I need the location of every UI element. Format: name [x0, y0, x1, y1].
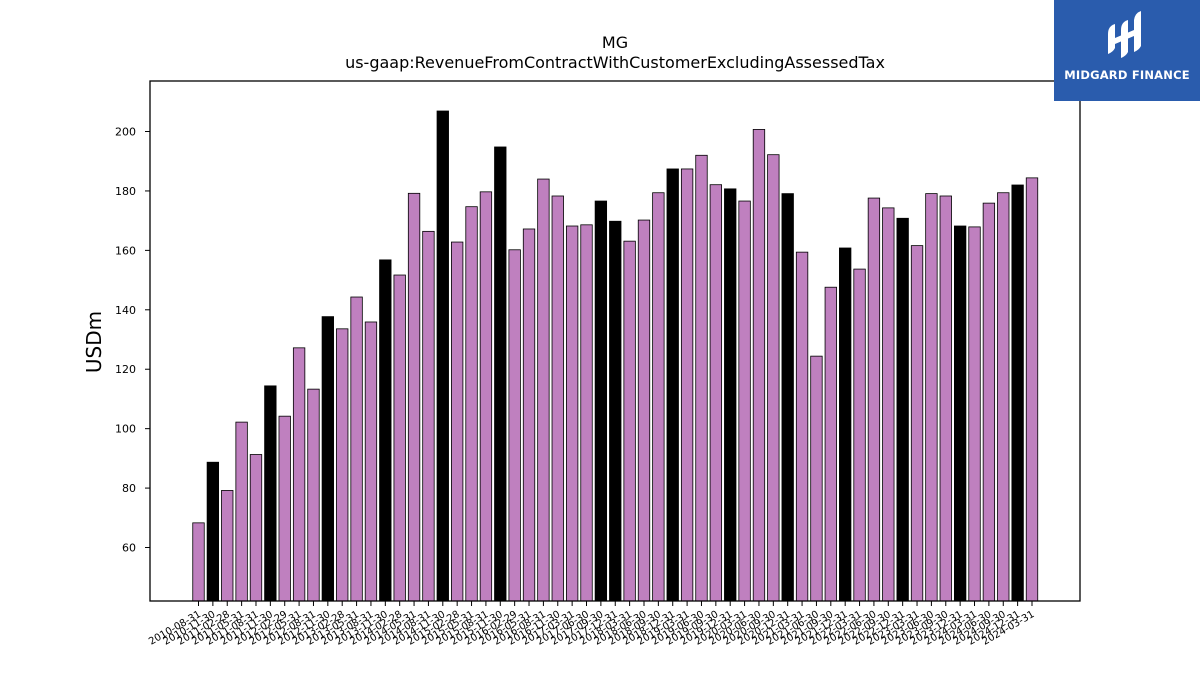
bar-2023-03-31 [910, 245, 924, 602]
bar-2017-06-30 [580, 224, 593, 602]
bar-2025-03-31 [1025, 177, 1039, 602]
bar-2013-05-31 [350, 296, 363, 602]
bar-2020-03-31 [738, 200, 751, 602]
bar-2024-09-30 [997, 192, 1010, 602]
bar-2016-02-29 [508, 249, 521, 602]
bar-2024-03-31 [968, 226, 981, 602]
y-tick-label-100: 100 [115, 423, 136, 436]
midgard-logo-icon [1108, 11, 1141, 58]
y-tick-label-60: 60 [122, 542, 136, 555]
bar-2018-03-31 [623, 240, 636, 602]
midgard-finance-logo: MIDGARD FINANCE [1054, 0, 1200, 101]
bar-2020-12-31 [781, 193, 794, 602]
y-tick-label-120: 120 [115, 363, 136, 376]
bar-2019-03-31 [680, 168, 694, 602]
y-axis: 60 80 100 120 140 160 180 200 [115, 126, 150, 555]
bar-2021-12-31 [839, 247, 852, 602]
x-axis: 2010-08-312010-11-302011-02-282011-05-31… [147, 601, 1037, 648]
bar-2011-05-31 [235, 421, 248, 602]
bar-2011-08-31 [249, 454, 263, 602]
chart-title: MG [602, 33, 628, 52]
bar-2021-09-30 [824, 286, 837, 602]
bar-2018-09-30 [652, 192, 665, 602]
bar-2013-11-30 [379, 259, 392, 602]
y-tick-label-80: 80 [122, 482, 136, 495]
y-tick-label-180: 180 [115, 185, 136, 198]
bar-2021-06-30 [810, 355, 823, 602]
bars-group [192, 110, 1039, 602]
y-axis-label: USDm [82, 311, 106, 373]
bar-2014-02-28 [393, 274, 406, 602]
bar-2022-12-31 [896, 217, 909, 602]
bar-2016-05-31 [522, 228, 536, 602]
logo-text: MIDGARD FINANCE [1064, 68, 1190, 82]
bar-2012-05-31 [292, 347, 306, 602]
bar-2019-12-31 [724, 188, 737, 602]
y-tick-label-200: 200 [115, 126, 136, 139]
bar-2019-06-30 [695, 154, 708, 602]
bar-2011-11-30 [264, 385, 277, 602]
bar-2012-08-31 [307, 388, 320, 602]
bar-2018-12-31 [666, 168, 679, 602]
chart-subtitle: us-gaap:RevenueFromContractWithCustomerE… [345, 53, 885, 72]
bar-2020-06-30 [752, 129, 766, 602]
bar-2010-11-30 [206, 461, 220, 602]
bar-2017-12-31 [609, 220, 622, 602]
bar-2015-11-30 [494, 146, 507, 602]
bar-2015-08-31 [479, 191, 493, 602]
bar-2022-09-30 [882, 207, 895, 602]
bar-2011-02-28 [221, 490, 234, 602]
bar-2024-12-31 [1011, 184, 1024, 602]
bar-2013-02-28 [336, 328, 349, 602]
bar-2014-11-30 [436, 110, 449, 602]
bar-2024-06-30 [982, 202, 996, 602]
y-tick-label-160: 160 [115, 244, 136, 257]
bar-2016-11-30 [551, 195, 564, 602]
bar-2023-09-30 [939, 195, 952, 602]
bar-2014-05-31 [407, 192, 421, 602]
bar-2023-12-31 [954, 225, 967, 602]
bar-2010-08-31 [192, 522, 205, 602]
bar-2012-02-29 [278, 415, 291, 602]
bar-2020-09-30 [767, 154, 780, 602]
bar-2014-08-31 [422, 230, 435, 602]
bar-2022-03-31 [853, 268, 866, 602]
bar-2023-06-30 [925, 193, 938, 602]
bar-2016-08-31 [537, 178, 550, 602]
bar-2022-06-30 [867, 197, 881, 602]
bar-2015-02-28 [451, 241, 464, 602]
bar-2017-09-30 [594, 200, 608, 602]
plot-frame [149, 80, 1081, 602]
bar-2021-03-31 [795, 251, 809, 602]
bar-2013-08-31 [364, 321, 378, 602]
bar-2017-03-31 [565, 225, 579, 602]
bar-2012-11-30 [321, 316, 334, 602]
y-tick-label-140: 140 [115, 304, 136, 317]
bar-2015-05-31 [465, 206, 478, 602]
bar-2018-06-30 [637, 219, 651, 602]
bar-2019-09-30 [709, 184, 722, 602]
